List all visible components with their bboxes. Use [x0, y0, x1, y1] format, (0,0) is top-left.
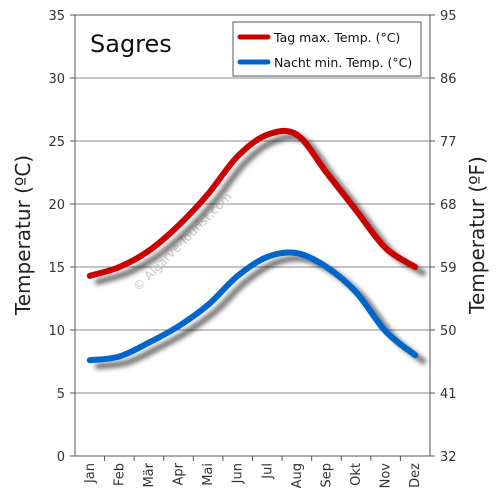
- y-axis-title-left: Temperatur (ºC): [11, 155, 35, 316]
- y-tick-label-right: 59: [440, 261, 457, 276]
- y-axis-title-right: Temperatur (ºF): [465, 156, 489, 315]
- x-tick-label: Jun: [231, 463, 246, 484]
- series-line-1: [86, 249, 419, 364]
- y-tick-label-right: 32: [440, 450, 457, 465]
- series-line-0: [86, 127, 419, 279]
- x-tick-label: Dez: [408, 463, 423, 488]
- watermark: © Algarve-Tourist.com: [130, 190, 235, 295]
- x-tick-label: Aug: [290, 463, 305, 488]
- series-lines: [86, 127, 419, 364]
- y-tick-label-right: 86: [440, 72, 457, 87]
- right-y-ticks: 32 41 50 59 68 77 86 95: [430, 9, 457, 465]
- y-tick-label-right: 68: [440, 198, 457, 213]
- left-y-ticks: 0 5 10 15 20 25 30 35: [48, 9, 75, 465]
- y-tick-label-right: 77: [440, 135, 457, 150]
- x-tick-label: Feb: [112, 463, 127, 486]
- x-tick-label: Jan: [83, 463, 98, 484]
- legend-box: [232, 21, 422, 77]
- y-tick-label: 0: [57, 450, 65, 465]
- y-tick-label: 20: [48, 198, 65, 213]
- y-tick-label: 10: [48, 324, 65, 339]
- y-tick-label-right: 41: [440, 387, 457, 402]
- y-tick-label: 5: [57, 387, 65, 402]
- y-tick-label-right: 95: [440, 9, 457, 24]
- x-tick-label: Jul: [260, 463, 275, 480]
- legend: Tag max. Temp. (°C) Nacht min. Temp. (°C…: [232, 21, 422, 77]
- x-tick-label: Nov: [379, 463, 394, 489]
- x-tick-label: Mai: [201, 463, 216, 486]
- x-tick-label: Apr: [172, 462, 187, 485]
- x-tick-label: Sep: [319, 463, 334, 488]
- legend-label-max: Tag max. Temp. (°C): [273, 30, 400, 45]
- x-tick-label: Mär: [142, 462, 157, 487]
- y-tick-label: 15: [48, 261, 65, 276]
- x-tick-label: Okt: [349, 463, 364, 486]
- y-tick-label: 25: [48, 135, 65, 150]
- legend-label-min: Nacht min. Temp. (°C): [274, 55, 412, 70]
- y-tick-label: 30: [48, 72, 65, 87]
- y-tick-label-right: 50: [440, 324, 457, 339]
- x-ticks: Jan Feb Mär Apr Mai Jun Jul Aug Sep Okt Nov Dez: [83, 456, 423, 488]
- y-tick-label: 35: [48, 9, 65, 24]
- chart-title: Sagres: [90, 30, 172, 58]
